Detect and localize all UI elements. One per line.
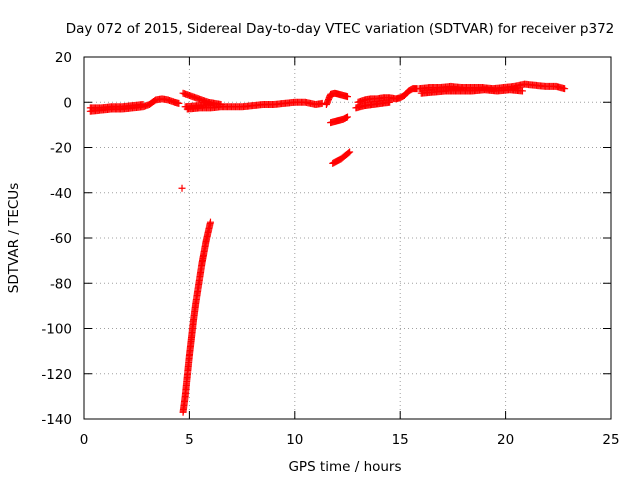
data-point <box>386 98 394 106</box>
data-point <box>344 113 351 121</box>
y-tick-label: -120 <box>41 367 72 383</box>
data-point <box>206 101 214 109</box>
y-tick-label: -100 <box>41 322 72 338</box>
y-tick-label: -140 <box>41 412 72 428</box>
y-tick-label: -80 <box>50 276 72 292</box>
data-point <box>345 149 353 157</box>
data-point <box>346 148 354 156</box>
data-point <box>178 184 186 192</box>
y-tick-label: -20 <box>50 141 72 157</box>
y-tick-label: 0 <box>63 95 72 111</box>
grid <box>84 57 611 419</box>
data-point <box>518 87 526 95</box>
y-tick-label: -60 <box>50 231 72 247</box>
data-point <box>344 93 351 101</box>
x-tick-label: 20 <box>497 432 514 448</box>
y-tick-label: 20 <box>55 50 72 66</box>
data-point <box>175 99 183 107</box>
data-point <box>206 218 214 226</box>
x-tick-label: 25 <box>602 432 619 448</box>
y-tick-label: -40 <box>50 186 72 202</box>
x-tick-label: 0 <box>80 432 89 448</box>
x-tick-label: 5 <box>185 432 194 448</box>
data-point <box>561 85 569 93</box>
chart-title: Day 072 of 2015, Sidereal Day-to-day VTE… <box>66 21 615 37</box>
y-axis-label: SDTVAR / TECUs <box>6 183 22 293</box>
x-tick-label: 10 <box>286 432 303 448</box>
data-points <box>86 80 569 416</box>
plot-frame <box>83 56 612 420</box>
data-point <box>139 101 147 109</box>
x-tick-label: 15 <box>392 432 409 448</box>
axis-ticks: 20 0 -20 -40 -60 -80 -100 -120 -140 0 5 10 15 20 25 <box>41 50 619 448</box>
x-axis-label: GPS time / hours <box>288 459 401 475</box>
